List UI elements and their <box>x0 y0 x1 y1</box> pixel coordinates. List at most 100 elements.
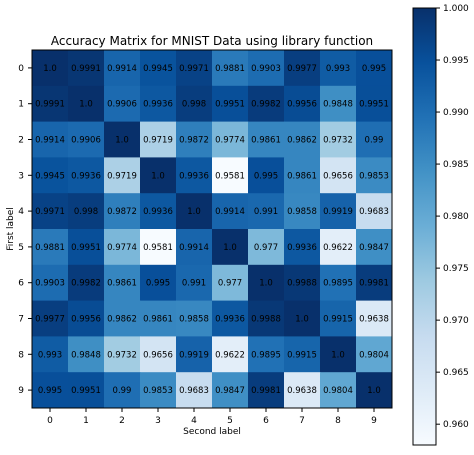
heatmap-cell-value: 0.9638 <box>359 315 389 325</box>
heatmap-cell-value: 0.99 <box>113 386 132 396</box>
heatmap-cell <box>104 229 141 266</box>
heatmap-cell <box>104 85 141 123</box>
heatmap-cell-value: 0.9638 <box>287 386 317 396</box>
heatmap-cell-value: 0.9862 <box>107 315 137 325</box>
heatmap-cell-value: 0.9848 <box>323 100 353 110</box>
x-tick-label: 1 <box>83 416 89 426</box>
heatmap-cell <box>356 264 393 302</box>
heatmap-cell-value: 0.9915 <box>323 315 353 325</box>
heatmap-cell <box>356 229 393 266</box>
heatmap-cell <box>356 336 393 373</box>
y-axis-ticks: 0 1 2 3 4 5 6 7 8 9 <box>18 64 32 396</box>
heatmap-cell <box>248 157 285 194</box>
heatmap-cell <box>356 85 393 123</box>
heatmap-cell <box>104 50 141 87</box>
heatmap-cell <box>320 121 357 158</box>
heatmap-cell <box>104 264 141 302</box>
heatmap-cell <box>212 50 249 87</box>
heatmap-cell <box>176 264 213 302</box>
colorbar-ticks: 1.000 0.995 0.990 0.985 0.980 0.975 0.970 0.965… <box>436 4 469 430</box>
heatmap-cell <box>176 300 213 337</box>
heatmap-cell-value: 0.9936 <box>71 171 101 181</box>
heatmap-cell-value: 0.99 <box>365 136 384 146</box>
heatmap-cell <box>356 121 393 158</box>
x-tick-label: 0 <box>47 416 53 426</box>
heatmap-cell <box>356 157 393 194</box>
heatmap-cell <box>32 264 69 302</box>
heatmap-cell-value: 0.9903 <box>251 64 281 74</box>
heatmap-cell <box>212 300 249 337</box>
heatmap-cell-value: 0.9683 <box>359 207 389 217</box>
x-tick-label: 6 <box>263 416 269 426</box>
heatmap-cell-value: 0.993 <box>326 64 350 74</box>
heatmap-cell-value: 0.9861 <box>143 315 173 325</box>
heatmap-cell <box>320 229 357 266</box>
heatmap-cell <box>140 229 177 266</box>
x-tick-label: 8 <box>335 416 341 426</box>
heatmap-cell <box>284 300 321 337</box>
heatmap-cell-value: 0.9848 <box>71 350 101 360</box>
heatmap-cell-value: 0.9977 <box>35 315 65 325</box>
colorbar-tick-label: 0.995 <box>443 56 469 66</box>
x-tick-label: 5 <box>227 416 233 426</box>
heatmap-cell-value: 0.9858 <box>179 315 209 325</box>
y-tick-label: 2 <box>18 136 24 146</box>
heatmap-cell-value: 1.0 <box>187 207 201 217</box>
heatmap-cell-value: 1.0 <box>259 279 273 289</box>
heatmap-cell <box>212 85 249 123</box>
heatmap-cell <box>356 193 393 230</box>
heatmap-cell-value: 0.9914 <box>107 64 137 74</box>
heatmap-cell-value: 0.9847 <box>359 243 389 253</box>
heatmap-cell <box>68 157 105 194</box>
heatmap-cell <box>140 50 177 87</box>
heatmap-cell-value: 0.9971 <box>179 64 209 74</box>
heatmap-cell <box>140 193 177 230</box>
heatmap-cell-value: 0.991 <box>182 279 206 289</box>
heatmap-cell-value: 1.0 <box>151 171 165 181</box>
heatmap-cell <box>176 157 213 194</box>
heatmap-cell-value: 0.9732 <box>323 136 353 146</box>
heatmap-cell-value: 0.9861 <box>251 136 281 146</box>
heatmap-cell <box>284 121 321 158</box>
heatmap-cell-value: 0.9895 <box>251 350 281 360</box>
heatmap-cell <box>32 157 69 194</box>
x-tick-label: 2 <box>119 416 125 426</box>
heatmap-cell-value: 0.9774 <box>215 136 245 146</box>
heatmap-cell-value: 0.9914 <box>35 136 65 146</box>
heatmap-cell <box>68 372 105 409</box>
heatmap-cell-value: 0.9977 <box>287 64 317 74</box>
heatmap-cell-value: 0.995 <box>38 386 62 396</box>
heatmap-cell-value: 0.9945 <box>35 171 65 181</box>
heatmap-cell <box>212 229 249 266</box>
heatmap-cell <box>140 336 177 373</box>
heatmap-cell <box>140 121 177 158</box>
heatmap-cell-value: 0.9988 <box>287 279 317 289</box>
heatmap-cell-value: 0.998 <box>182 100 206 110</box>
heatmap-cell-value: 0.991 <box>254 207 278 217</box>
heatmap-cell <box>248 193 285 230</box>
heatmap-cell-value: 0.9991 <box>35 100 65 110</box>
heatmap-cell <box>68 229 105 266</box>
heatmap-cell-value: 0.9936 <box>143 207 173 217</box>
heatmap-cells <box>32 50 393 409</box>
heatmap-cell <box>284 193 321 230</box>
heatmap-cell-value: 0.9906 <box>71 136 101 146</box>
heatmap-cell <box>104 336 141 373</box>
heatmap-cell <box>248 336 285 373</box>
heatmap-cell-value: 0.9951 <box>71 243 101 253</box>
heatmap-cell <box>320 372 357 409</box>
heatmap-cell-value: 0.9988 <box>251 315 281 325</box>
heatmap-cell-value: 0.9919 <box>323 207 353 217</box>
heatmap-cell-value: 0.9872 <box>179 136 209 146</box>
heatmap-cell <box>320 300 357 337</box>
y-tick-label: 8 <box>18 350 24 360</box>
heatmap-cell <box>32 372 69 409</box>
heatmap-cell-value: 0.9936 <box>179 171 209 181</box>
heatmap-cell <box>356 50 393 87</box>
heatmap-cell <box>320 264 357 302</box>
heatmap-cell-value: 0.9774 <box>107 243 137 253</box>
heatmap-cell-value: 0.9951 <box>359 100 389 110</box>
heatmap-cell <box>212 336 249 373</box>
heatmap-cell <box>140 264 177 302</box>
